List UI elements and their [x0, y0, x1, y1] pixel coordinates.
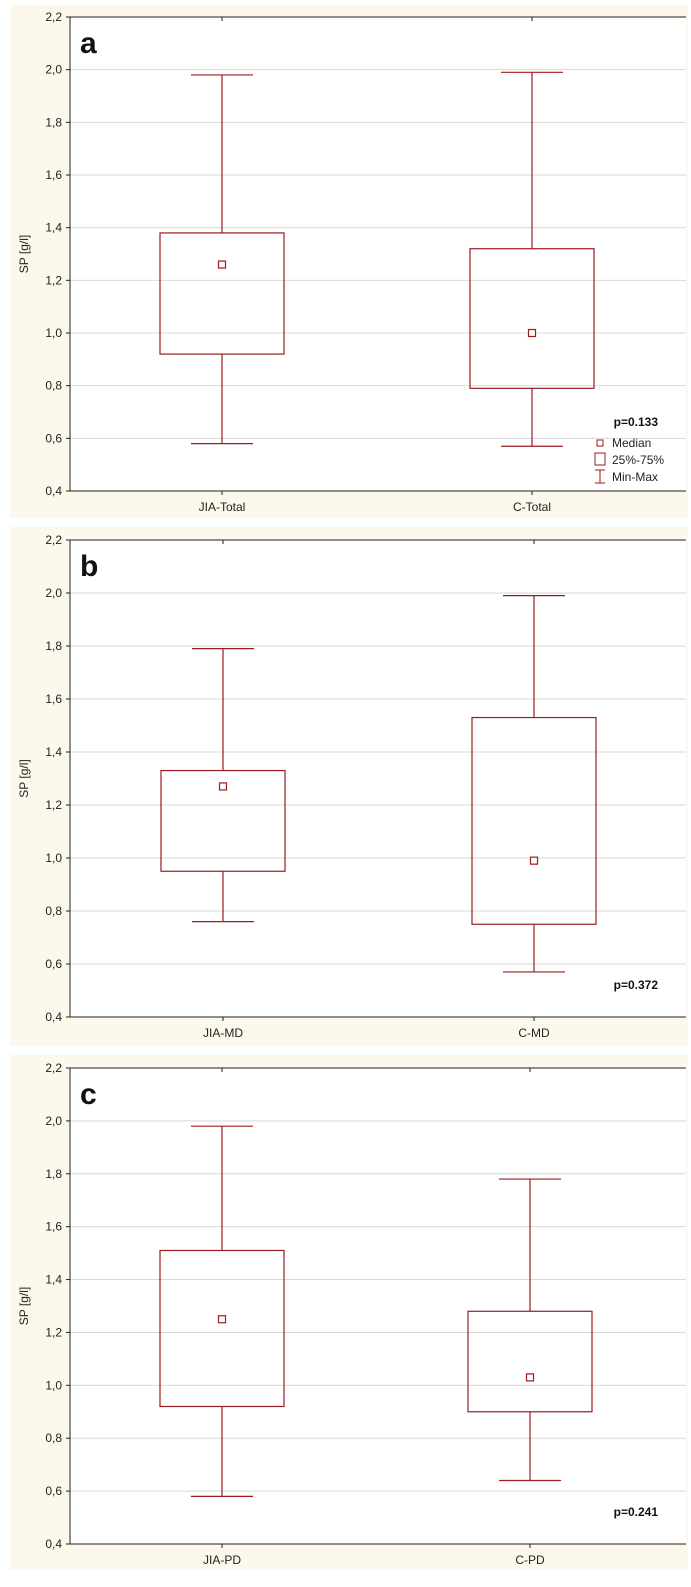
box-group-0: JIA-MD	[160, 540, 286, 1040]
x-category-label: JIA-PD	[203, 1553, 241, 1567]
plot-area	[70, 17, 686, 491]
y-tick-label: 0,4	[45, 1010, 62, 1024]
y-tick-label: 1,6	[45, 692, 62, 706]
y-tick-label: 1,4	[45, 745, 62, 759]
box-group-1: C-PD	[467, 1068, 593, 1567]
y-axis-label: SP [g/l]	[17, 235, 31, 273]
p-value-annotation: p=0.133	[614, 415, 659, 429]
iqr-box	[471, 716, 597, 925]
legend: Median 25%-75% Min-Max	[594, 436, 664, 484]
y-tick-label: 0,8	[45, 904, 62, 918]
y-tick-label: 2,2	[45, 1061, 62, 1075]
y-tick-label: 1,4	[45, 221, 62, 235]
legend-box-icon	[594, 452, 606, 466]
x-category-label: JIA-MD	[203, 1026, 243, 1040]
y-tick-label: 0,6	[45, 957, 62, 971]
y-tick-label: 1,6	[45, 1220, 62, 1234]
y-tick-label: 2,0	[45, 1114, 62, 1128]
y-axis-label: SP [g/l]	[17, 759, 31, 797]
y-tick-label: 1,8	[45, 639, 62, 653]
y-tick-label: 2,2	[45, 533, 62, 547]
legend-box-label: 25%-75%	[612, 453, 664, 467]
box-group-0: JIA-PD	[159, 1068, 285, 1567]
y-tick-label: 1,4	[45, 1273, 62, 1287]
box-group-1: C-Total	[469, 17, 595, 514]
panel-letter: c	[80, 1078, 97, 1111]
x-category-label: JIA-Total	[199, 500, 246, 514]
y-tick-label: 0,6	[45, 1484, 62, 1498]
p-value-annotation: p=0.372	[614, 978, 659, 992]
y-tick-label: 1,0	[45, 851, 62, 865]
median-marker	[218, 782, 228, 791]
median-marker	[527, 328, 537, 338]
plot-area	[70, 1068, 686, 1544]
y-tick-label: 1,6	[45, 168, 62, 182]
y-tick-label: 0,8	[45, 1431, 62, 1445]
median-marker	[525, 1373, 535, 1382]
y-tick-label: 0,4	[45, 1537, 62, 1551]
panel-a: 0,4 0,6 0,8 1,0 1,2 1,4 1,6 1,8 2,0 2,2 SP [g/l] a J…	[10, 5, 688, 518]
p-value-annotation: p=0.241	[614, 1505, 659, 1519]
y-tick-label: 1,2	[45, 1325, 62, 1339]
x-category-label: C-Total	[513, 500, 551, 514]
legend-median-icon	[596, 439, 604, 447]
iqr-box	[159, 1249, 285, 1408]
panel-c: 0,4 0,6 0,8 1,0 1,2 1,4 1,6 1,8 2,0 2,2 SP [g/l] c J…	[10, 1055, 688, 1570]
iqr-box	[159, 232, 285, 355]
y-tick-label: 0,8	[45, 379, 62, 393]
y-tick-label: 1,2	[45, 273, 62, 287]
median-marker	[217, 260, 227, 269]
y-tick-label: 0,4	[45, 484, 62, 498]
median-marker	[217, 1315, 227, 1324]
y-tick-label: 2,0	[45, 63, 62, 77]
y-tick-label: 2,0	[45, 586, 62, 600]
iqr-box	[160, 769, 286, 872]
y-tick-label: 1,8	[45, 115, 62, 129]
panel-b: 0,4 0,6 0,8 1,0 1,2 1,4 1,6 1,8 2,0 2,2 SP [g/l] b J…	[10, 527, 688, 1046]
box-group-0: JIA-Total	[159, 17, 285, 514]
panel-letter: a	[80, 27, 97, 60]
y-tick-label: 1,0	[45, 1378, 62, 1392]
legend-median-label: Median	[612, 436, 651, 450]
y-tick-label: 1,8	[45, 1167, 62, 1181]
median-marker	[529, 856, 539, 865]
box-group-1: C-MD	[471, 540, 597, 1040]
y-tick-label: 1,0	[45, 326, 62, 340]
iqr-box	[467, 1310, 593, 1413]
y-tick-label: 1,2	[45, 798, 62, 812]
legend-range-label: Min-Max	[612, 470, 658, 484]
plot-area	[70, 540, 686, 1017]
x-category-label: C-MD	[518, 1026, 550, 1040]
x-category-label: C-PD	[515, 1553, 545, 1567]
y-axis-label: SP [g/l]	[17, 1287, 31, 1325]
y-tick-label: 2,2	[45, 10, 62, 24]
panel-letter: b	[80, 550, 98, 583]
iqr-box	[469, 248, 595, 389]
y-tick-label: 0,6	[45, 431, 62, 445]
